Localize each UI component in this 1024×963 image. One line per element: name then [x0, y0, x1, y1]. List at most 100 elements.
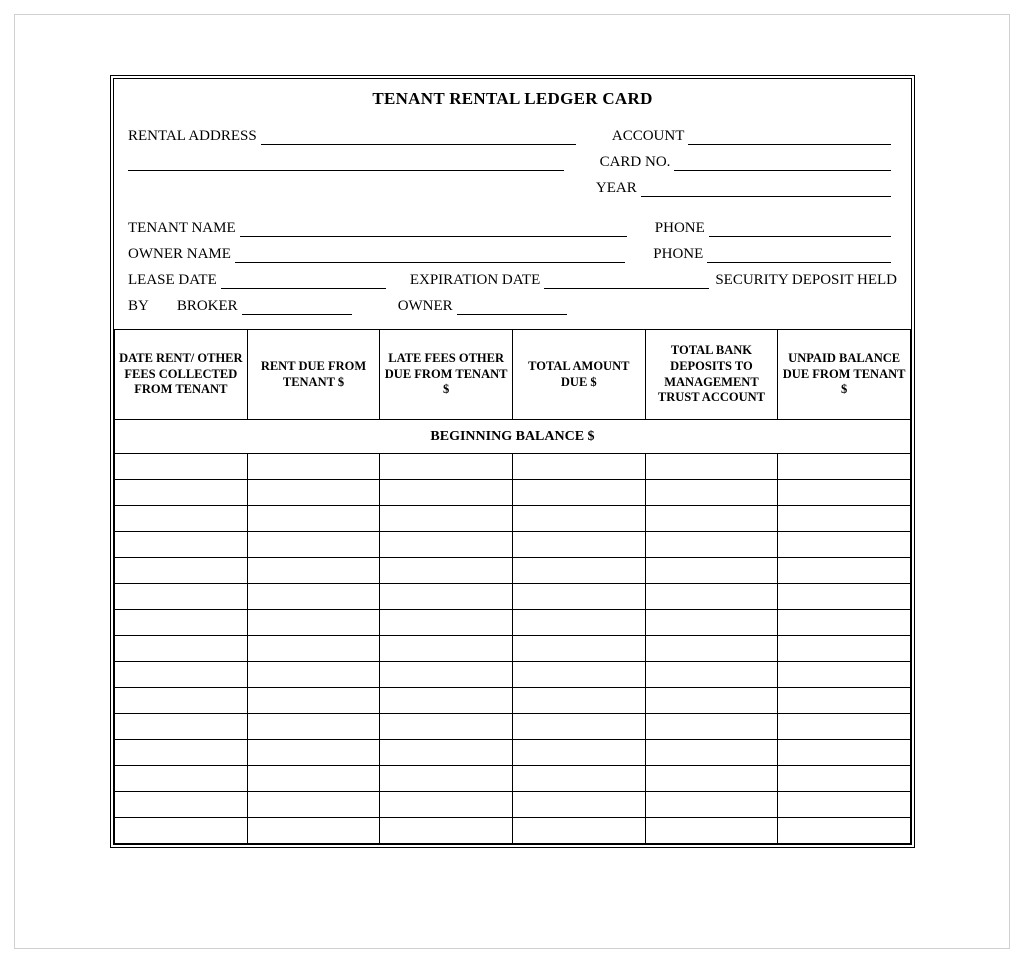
table-cell[interactable]	[247, 714, 380, 740]
blank-lease-date[interactable]	[221, 273, 386, 289]
blank-broker[interactable]	[242, 299, 352, 315]
table-cell[interactable]	[115, 532, 248, 558]
blank-tenant-name[interactable]	[240, 221, 627, 237]
table-cell[interactable]	[512, 636, 645, 662]
table-cell[interactable]	[380, 636, 513, 662]
table-cell[interactable]	[247, 688, 380, 714]
table-cell[interactable]	[380, 714, 513, 740]
table-cell[interactable]	[778, 454, 911, 480]
table-cell[interactable]	[380, 688, 513, 714]
table-cell[interactable]	[380, 792, 513, 818]
table-cell[interactable]	[115, 506, 248, 532]
table-cell[interactable]	[247, 636, 380, 662]
blank-card-no[interactable]	[674, 155, 891, 171]
table-cell[interactable]	[512, 610, 645, 636]
table-cell[interactable]	[645, 610, 778, 636]
blank-owner-name[interactable]	[235, 247, 625, 263]
table-cell[interactable]	[380, 584, 513, 610]
table-cell[interactable]	[512, 714, 645, 740]
table-cell[interactable]	[380, 532, 513, 558]
table-cell[interactable]	[247, 532, 380, 558]
table-cell[interactable]	[380, 480, 513, 506]
table-cell[interactable]	[645, 662, 778, 688]
table-cell[interactable]	[778, 688, 911, 714]
table-cell[interactable]	[380, 610, 513, 636]
table-cell[interactable]	[512, 584, 645, 610]
table-cell[interactable]	[778, 506, 911, 532]
table-cell[interactable]	[778, 480, 911, 506]
table-cell[interactable]	[380, 818, 513, 844]
table-cell[interactable]	[247, 662, 380, 688]
table-cell[interactable]	[247, 506, 380, 532]
table-cell[interactable]	[512, 688, 645, 714]
table-cell[interactable]	[645, 532, 778, 558]
table-cell[interactable]	[512, 740, 645, 766]
table-cell[interactable]	[247, 558, 380, 584]
table-cell[interactable]	[645, 792, 778, 818]
blank-account[interactable]	[688, 129, 891, 145]
table-cell[interactable]	[778, 766, 911, 792]
table-cell[interactable]	[115, 584, 248, 610]
table-cell[interactable]	[512, 506, 645, 532]
table-cell[interactable]	[115, 610, 248, 636]
table-cell[interactable]	[115, 480, 248, 506]
table-cell[interactable]	[778, 558, 911, 584]
table-cell[interactable]	[115, 766, 248, 792]
table-cell[interactable]	[247, 766, 380, 792]
table-cell[interactable]	[645, 818, 778, 844]
table-cell[interactable]	[380, 454, 513, 480]
table-cell[interactable]	[380, 558, 513, 584]
table-cell[interactable]	[380, 766, 513, 792]
table-cell[interactable]	[778, 610, 911, 636]
blank-rental-address[interactable]	[261, 129, 576, 145]
table-cell[interactable]	[645, 558, 778, 584]
table-cell[interactable]	[247, 584, 380, 610]
table-cell[interactable]	[380, 506, 513, 532]
blank-rental-address-2[interactable]	[128, 155, 564, 171]
table-cell[interactable]	[645, 766, 778, 792]
table-cell[interactable]	[115, 792, 248, 818]
table-cell[interactable]	[512, 792, 645, 818]
table-cell[interactable]	[645, 688, 778, 714]
table-cell[interactable]	[380, 740, 513, 766]
table-cell[interactable]	[115, 688, 248, 714]
table-cell[interactable]	[645, 506, 778, 532]
table-cell[interactable]	[778, 584, 911, 610]
table-cell[interactable]	[778, 636, 911, 662]
table-cell[interactable]	[778, 714, 911, 740]
table-cell[interactable]	[512, 532, 645, 558]
table-cell[interactable]	[247, 610, 380, 636]
table-cell[interactable]	[247, 740, 380, 766]
table-cell[interactable]	[512, 480, 645, 506]
table-cell[interactable]	[512, 558, 645, 584]
blank-owner-phone[interactable]	[707, 247, 891, 263]
table-cell[interactable]	[115, 740, 248, 766]
table-cell[interactable]	[512, 662, 645, 688]
blank-expiration-date[interactable]	[544, 273, 709, 289]
table-cell[interactable]	[115, 714, 248, 740]
table-cell[interactable]	[778, 532, 911, 558]
table-cell[interactable]	[645, 480, 778, 506]
table-cell[interactable]	[380, 662, 513, 688]
blank-year[interactable]	[641, 181, 891, 197]
table-cell[interactable]	[645, 584, 778, 610]
table-cell[interactable]	[512, 818, 645, 844]
table-cell[interactable]	[778, 662, 911, 688]
table-cell[interactable]	[247, 818, 380, 844]
table-cell[interactable]	[645, 714, 778, 740]
table-cell[interactable]	[778, 818, 911, 844]
blank-tenant-phone[interactable]	[709, 221, 891, 237]
table-cell[interactable]	[778, 740, 911, 766]
table-cell[interactable]	[645, 740, 778, 766]
table-cell[interactable]	[115, 558, 248, 584]
table-cell[interactable]	[247, 480, 380, 506]
table-cell[interactable]	[645, 454, 778, 480]
table-cell[interactable]	[115, 454, 248, 480]
table-cell[interactable]	[512, 454, 645, 480]
table-cell[interactable]	[115, 662, 248, 688]
table-cell[interactable]	[512, 766, 645, 792]
table-cell[interactable]	[115, 636, 248, 662]
blank-owner[interactable]	[457, 299, 567, 315]
table-cell[interactable]	[247, 792, 380, 818]
table-cell[interactable]	[778, 792, 911, 818]
